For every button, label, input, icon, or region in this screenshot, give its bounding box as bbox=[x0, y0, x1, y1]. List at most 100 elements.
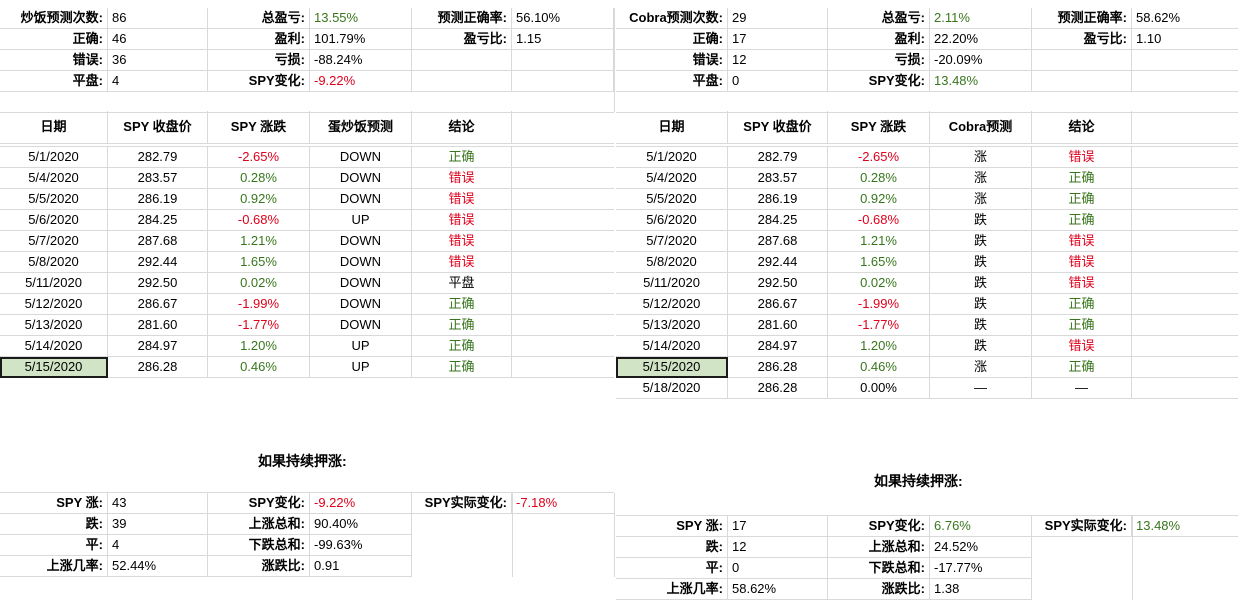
cell-close[interactable]: 284.25 bbox=[108, 210, 208, 231]
cell-change[interactable]: 0.46% bbox=[828, 357, 930, 378]
empty-cell[interactable] bbox=[412, 71, 512, 92]
cell-close[interactable]: 282.79 bbox=[108, 147, 208, 168]
value-wrong[interactable]: 12 bbox=[728, 50, 828, 71]
cell-result[interactable]: 正确 bbox=[412, 336, 512, 357]
label-spy-change[interactable]: SPY变化: bbox=[208, 71, 310, 92]
label-down[interactable]: 跌: bbox=[616, 537, 728, 558]
cell-prediction[interactable]: DOWN bbox=[310, 231, 412, 252]
cell-close[interactable]: 286.19 bbox=[728, 189, 828, 210]
cell-result[interactable]: 错误 bbox=[412, 210, 512, 231]
cell-date[interactable]: 5/18/2020 bbox=[616, 378, 728, 399]
cell-change[interactable]: 1.21% bbox=[208, 231, 310, 252]
cell-change[interactable]: 0.92% bbox=[208, 189, 310, 210]
label-spy-change[interactable]: SPY变化: bbox=[208, 493, 310, 514]
cell-prediction[interactable]: DOWN bbox=[310, 189, 412, 210]
label-spy-actual[interactable]: SPY实际变化: bbox=[1032, 516, 1132, 537]
label-up-rate[interactable]: 上涨几率: bbox=[0, 556, 108, 577]
cell-date[interactable]: 5/4/2020 bbox=[0, 168, 108, 189]
cell-date[interactable]: 5/14/2020 bbox=[616, 336, 728, 357]
empty-cell[interactable] bbox=[512, 294, 614, 315]
empty-cell[interactable] bbox=[512, 168, 614, 189]
cell-date[interactable]: 5/11/2020 bbox=[616, 273, 728, 294]
empty-cell[interactable] bbox=[1132, 252, 1238, 273]
empty-cell[interactable] bbox=[1132, 294, 1238, 315]
cell-close[interactable]: 287.68 bbox=[728, 231, 828, 252]
label-profit[interactable]: 盈利: bbox=[828, 29, 930, 50]
value-spy-change[interactable]: 13.48% bbox=[930, 71, 1032, 92]
cell-close[interactable]: 283.57 bbox=[728, 168, 828, 189]
cell-prediction[interactable]: 跌 bbox=[930, 294, 1032, 315]
cell-close[interactable]: 281.60 bbox=[728, 315, 828, 336]
cell-change[interactable]: 0.92% bbox=[828, 189, 930, 210]
cell-result[interactable]: 错误 bbox=[412, 189, 512, 210]
column-header[interactable]: 日期 bbox=[616, 111, 728, 144]
cell-date[interactable]: 5/8/2020 bbox=[0, 252, 108, 273]
cell-prediction[interactable]: 涨 bbox=[930, 357, 1032, 378]
cell-change[interactable]: -0.68% bbox=[828, 210, 930, 231]
cell-close[interactable]: 286.19 bbox=[108, 189, 208, 210]
value-spy-up[interactable]: 17 bbox=[728, 516, 828, 537]
cell-prediction[interactable]: 跌 bbox=[930, 336, 1032, 357]
label-up-sum[interactable]: 上涨总和: bbox=[828, 537, 930, 558]
cell-result[interactable]: 错误 bbox=[1032, 336, 1132, 357]
empty-cell[interactable] bbox=[512, 357, 614, 378]
value-spy-change[interactable]: 6.76% bbox=[930, 516, 1032, 537]
cell-prediction[interactable]: DOWN bbox=[310, 168, 412, 189]
empty-cell[interactable] bbox=[1132, 336, 1238, 357]
value-up-sum[interactable]: 24.52% bbox=[930, 537, 1032, 558]
cell-date[interactable]: 5/6/2020 bbox=[616, 210, 728, 231]
label-flat[interactable]: 平盘: bbox=[616, 71, 728, 92]
empty-cell[interactable] bbox=[412, 50, 512, 71]
cell-result[interactable]: — bbox=[1032, 378, 1132, 399]
cell-close[interactable]: 287.68 bbox=[108, 231, 208, 252]
empty-cell[interactable] bbox=[1132, 71, 1238, 92]
cell-close[interactable]: 292.44 bbox=[108, 252, 208, 273]
value-profit[interactable]: 22.20% bbox=[930, 29, 1032, 50]
empty-cell[interactable] bbox=[1132, 210, 1238, 231]
value-flat[interactable]: 0 bbox=[728, 71, 828, 92]
label-ratio[interactable]: 涨跌比: bbox=[828, 579, 930, 600]
cell-prediction[interactable]: UP bbox=[310, 336, 412, 357]
cell-close[interactable]: 286.67 bbox=[108, 294, 208, 315]
label-up-sum[interactable]: 上涨总和: bbox=[208, 514, 310, 535]
cell-date[interactable]: 5/12/2020 bbox=[0, 294, 108, 315]
cell-result[interactable]: 正确 bbox=[1032, 168, 1132, 189]
empty-cell[interactable] bbox=[512, 336, 614, 357]
label-correct[interactable]: 正确: bbox=[0, 29, 108, 50]
column-header[interactable]: 日期 bbox=[0, 111, 108, 144]
empty-cell[interactable] bbox=[1132, 168, 1238, 189]
value-spy-change[interactable]: -9.22% bbox=[310, 493, 412, 514]
cell-prediction[interactable]: UP bbox=[310, 210, 412, 231]
cell-prediction[interactable]: 跌 bbox=[930, 252, 1032, 273]
column-header[interactable]: 结论 bbox=[412, 111, 512, 144]
label-accuracy[interactable]: 预测正确率: bbox=[412, 8, 512, 29]
cell-date[interactable]: 5/13/2020 bbox=[616, 315, 728, 336]
cell-result[interactable]: 正确 bbox=[412, 147, 512, 168]
value-accuracy[interactable]: 58.62% bbox=[1132, 8, 1238, 29]
value-correct[interactable]: 46 bbox=[108, 29, 208, 50]
cell-result[interactable]: 错误 bbox=[1032, 231, 1132, 252]
value-spy-up[interactable]: 43 bbox=[108, 493, 208, 514]
cell-prediction[interactable]: 跌 bbox=[930, 273, 1032, 294]
cell-result[interactable]: 正确 bbox=[1032, 315, 1132, 336]
cell-result[interactable]: 平盘 bbox=[412, 273, 512, 294]
value-predict-count[interactable]: 86 bbox=[108, 8, 208, 29]
empty-cell[interactable] bbox=[1132, 315, 1238, 336]
label-spy-change[interactable]: SPY变化: bbox=[828, 516, 930, 537]
cell-change[interactable]: -0.68% bbox=[208, 210, 310, 231]
label-up-rate[interactable]: 上涨几率: bbox=[616, 579, 728, 600]
value-spy-actual[interactable]: -7.18% bbox=[512, 493, 614, 514]
label-spy-actual[interactable]: SPY实际变化: bbox=[412, 493, 512, 514]
empty-cell[interactable] bbox=[512, 273, 614, 294]
cell-change[interactable]: -1.99% bbox=[208, 294, 310, 315]
column-header[interactable]: SPY 涨跌 bbox=[828, 111, 930, 144]
column-header[interactable]: SPY 收盘价 bbox=[728, 111, 828, 144]
label-down-sum[interactable]: 下跌总和: bbox=[828, 558, 930, 579]
value-down-sum[interactable]: -99.63% bbox=[310, 535, 412, 556]
label-pl-ratio[interactable]: 盈亏比: bbox=[1032, 29, 1132, 50]
label-correct[interactable]: 正确: bbox=[616, 29, 728, 50]
cell-close[interactable]: 281.60 bbox=[108, 315, 208, 336]
value-spy-change[interactable]: -9.22% bbox=[310, 71, 412, 92]
value-up-sum[interactable]: 90.40% bbox=[310, 514, 412, 535]
label-predict-count[interactable]: 炒饭预测次数: bbox=[0, 8, 108, 29]
